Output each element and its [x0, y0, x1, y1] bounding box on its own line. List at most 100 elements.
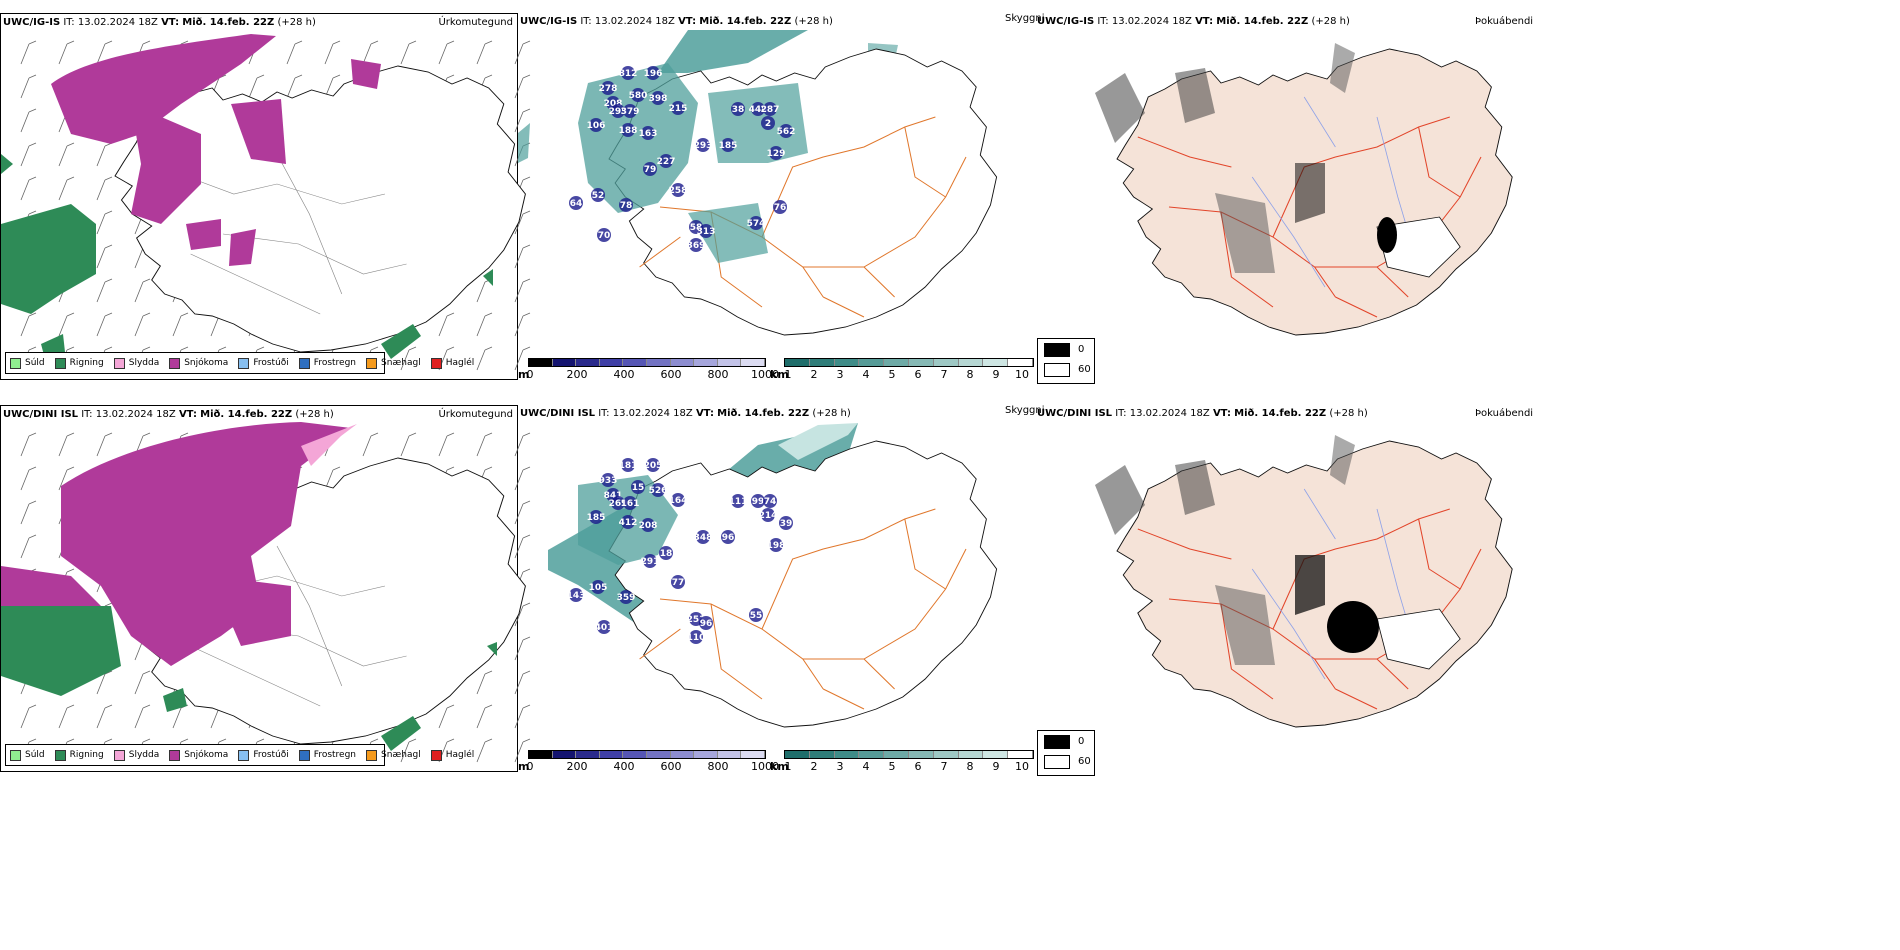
- peak-label: 198: [767, 541, 786, 551]
- peak-label: 96: [722, 533, 735, 543]
- precip-type-panel: UWC/DINI ISL IT: 13.02.2024 18Z VT: Mið.…: [0, 405, 531, 772]
- fog-indicator-map: [1095, 43, 1513, 336]
- legend-item: Snjókoma: [169, 357, 228, 369]
- peak-cluster: 293: [694, 138, 712, 152]
- fog-indicator-panel: Skyggni UWC/DINI ISL IT: 13.02.2024 18Z …: [1005, 405, 1900, 776]
- peak-label: 77: [672, 578, 685, 588]
- peak-cluster: 401: [595, 620, 614, 634]
- legend-swatch: [366, 357, 378, 369]
- peak-label: 401: [595, 623, 614, 633]
- peak-label: 295: [609, 107, 628, 117]
- peak-cluster: 412: [619, 515, 637, 529]
- peak-label: 278: [599, 84, 618, 94]
- peak-label: 269: [609, 499, 628, 509]
- peak-cluster: 106: [587, 118, 605, 132]
- peak-cluster: 15: [631, 480, 645, 494]
- peak-label: 78: [620, 201, 633, 211]
- peak-label: 105: [589, 583, 608, 593]
- peak-label: 164: [669, 496, 688, 506]
- peak-label: 64: [570, 199, 583, 209]
- panel-label: Úrkomutegund: [438, 17, 513, 28]
- peak-cluster: 70: [597, 228, 611, 242]
- peak-label: 79: [644, 165, 657, 175]
- peak-cluster: 205: [644, 458, 662, 472]
- peak-cluster: 278: [599, 81, 618, 95]
- legend-item: Slydda: [113, 357, 159, 369]
- legend-swatch: [298, 749, 310, 761]
- legend-swatch: [113, 749, 125, 761]
- visibility-colorbar-km: km 1 2 3 4 5 6 7 8 9 10: [770, 358, 1036, 388]
- peak-label: 39: [780, 519, 793, 529]
- colorbar-tick: 6: [914, 760, 922, 773]
- legend-item: Haglél: [430, 749, 474, 761]
- colorbar-tick: 600: [660, 368, 682, 381]
- colorbar-tick: 1: [784, 760, 792, 773]
- peak-cluster: 79: [643, 162, 657, 176]
- colorbar-tick: 6: [914, 368, 922, 381]
- legend-swatch: [430, 357, 442, 369]
- legend-swatch: [54, 749, 66, 761]
- peak-label: 313: [697, 227, 716, 237]
- colorbar-tick: 2: [810, 368, 818, 381]
- peak-label: 291: [641, 557, 660, 567]
- fog-legend: 0 60: [1037, 730, 1095, 776]
- peak-cluster: 580: [629, 88, 647, 102]
- cloud-base-colorbar-m: m 0 200 400 600 800 1000: [518, 358, 779, 388]
- peak-label: 111: [729, 497, 748, 507]
- peak-label: 208: [604, 99, 623, 109]
- peak-cluster: 185: [587, 510, 606, 524]
- peak-cluster: 74: [763, 494, 777, 508]
- peak-cluster: 110: [687, 630, 706, 644]
- peak-label: 196: [644, 69, 663, 79]
- legend-swatch: [10, 749, 21, 761]
- peak-cluster: 398: [649, 91, 667, 105]
- peak-label: 526: [649, 486, 668, 496]
- colorbar-tick: 200: [566, 368, 588, 381]
- colorbar-tick: 1000: [751, 368, 779, 381]
- colorbar-tick: 800: [707, 760, 729, 773]
- legend-item: Snæhagl: [366, 749, 421, 761]
- legend-swatch: [54, 357, 66, 369]
- peak-label: 214: [759, 511, 778, 521]
- peak-label: 562: [777, 127, 796, 137]
- peak-cluster: 164: [669, 493, 688, 507]
- peak-cluster: 143: [567, 588, 585, 602]
- legend-item: Slydda: [113, 749, 159, 761]
- legend-swatch: [169, 357, 181, 369]
- peak-label: 359: [617, 593, 636, 603]
- legend-swatch: [298, 357, 310, 369]
- colorbar-tick: 0: [526, 760, 534, 773]
- peak-label: 185: [587, 513, 606, 523]
- peak-label: 215: [669, 104, 688, 114]
- colorbar-tick: 10: [1015, 368, 1029, 381]
- legend-item: Frostúði: [238, 357, 289, 369]
- cloud-base-colorbar-m: m 0 200 400 600 800 1000: [518, 750, 779, 780]
- colorbar-tick: 600: [660, 760, 682, 773]
- colorbar-tick: 5: [888, 368, 896, 381]
- precip-legend: Súld Rigning Slydda Snjókoma Frostúði: [5, 352, 474, 374]
- peak-cluster: 99: [751, 494, 765, 508]
- peak-label: 227: [657, 157, 676, 167]
- peak-cluster: 526: [649, 483, 668, 497]
- peak-label: 251: [687, 615, 706, 625]
- peak-label: 110: [687, 633, 706, 643]
- precip-legend: Súld Rigning Slydda Snjókoma Frostúði: [5, 744, 474, 766]
- panel-label: Þokuábendi: [1475, 408, 1534, 419]
- peak-cluster: 933: [599, 473, 617, 487]
- legend-swatch: [169, 749, 181, 761]
- colorbar-tick: 8: [966, 368, 974, 381]
- peak-cluster: 258: [669, 183, 687, 197]
- panel-title: UWC/DINI ISL IT: 13.02.2024 18Z VT: Mið.…: [520, 408, 851, 419]
- peak-label: 163: [639, 129, 658, 139]
- peak-cluster: 196: [644, 66, 663, 80]
- legend-item: Snjókoma: [169, 749, 228, 761]
- colorbar-tick: 800: [707, 368, 729, 381]
- colorbar-tick: 2: [810, 760, 818, 773]
- panel-title: UWC/DINI ISL IT: 13.02.2024 18Z VT: Mið.…: [3, 409, 334, 420]
- peak-cluster: 78: [619, 198, 633, 212]
- cloud-base-panel: UWC/IG-IS IT: 13.02.2024 18Z VT: Mið. 14…: [518, 13, 1035, 381]
- peak-label: 208: [639, 521, 658, 531]
- panel-label: Úrkomutegund: [438, 409, 513, 420]
- colorbar-tick: 0: [526, 368, 534, 381]
- fog-indicator-panel: Skyggni UWC/IG-IS IT: 13.02.2024 18Z VT:…: [1005, 13, 1900, 384]
